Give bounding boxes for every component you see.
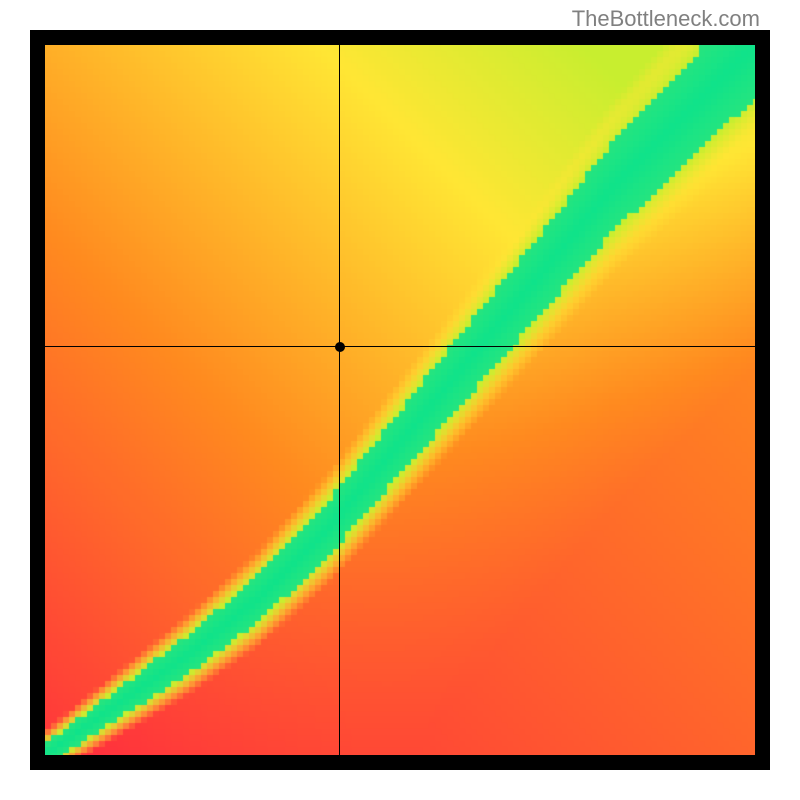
crosshair-horizontal (45, 346, 755, 347)
crosshair-point (335, 342, 345, 352)
watermark-text: TheBottleneck.com (572, 6, 760, 32)
heatmap-canvas (45, 45, 755, 755)
chart-frame (30, 30, 770, 770)
heatmap-plot (45, 45, 755, 755)
crosshair-vertical (339, 45, 340, 755)
